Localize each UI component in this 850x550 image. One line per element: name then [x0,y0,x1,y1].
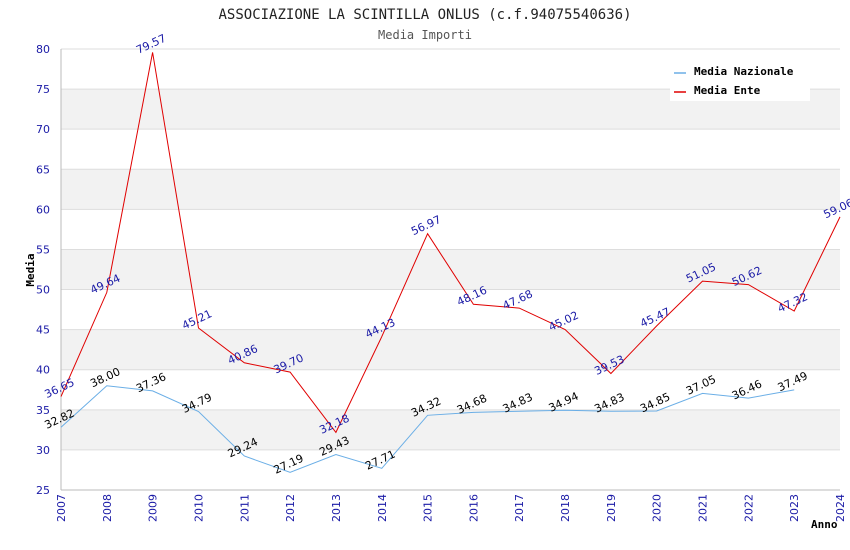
data-label-ente: 56.97 [409,213,443,238]
y-tick-label: 80 [36,43,50,56]
x-tick-label: 2011 [238,494,251,522]
data-label-ente: 47.32 [776,290,810,315]
x-tick-label: 2008 [101,494,114,522]
grid-band [61,409,840,450]
x-tick-label: 2007 [55,494,68,522]
y-tick-label: 35 [36,404,50,417]
data-label-nazionale: 27.71 [363,448,397,473]
x-tick-label: 2009 [147,494,160,522]
data-label-nazionale: 37.36 [134,370,168,395]
x-tick-label: 2021 [697,494,710,522]
x-tick-label: 2022 [742,494,755,522]
series-line-ente [60,52,841,434]
x-tick-label: 2019 [605,494,618,522]
legend-label-nazionale: Media Nazionale [694,65,794,78]
y-tick-label: 30 [36,444,50,457]
y-axis-title: Media [24,253,37,286]
x-tick-label: 2014 [376,494,389,522]
data-label-ente: 45.47 [638,305,672,330]
grid-lines [61,48,840,491]
series-line-nazionale [60,385,795,473]
data-label-nazionale: 27.19 [272,452,306,477]
y-tick-label: 25 [36,484,50,497]
x-tick-label: 2024 [834,494,847,522]
x-tick-labels: 2007 2008 2009 2010 2011 2012 2013 2014 2015 2016… [55,494,847,522]
y-tick-label: 60 [36,203,50,216]
x-axis-title: Anno [811,518,838,531]
y-tick-label: 40 [36,364,50,377]
x-tick-label: 2016 [467,494,480,522]
x-tick-label: 2018 [559,494,572,522]
y-tick-label: 75 [36,83,50,96]
legend: Media Nazionale Media Ente [670,61,810,101]
y-tick-label: 45 [36,324,50,337]
data-label-ente: 47.68 [501,287,535,312]
y-tick-label: 65 [36,163,50,176]
x-tick-label: 2015 [422,494,435,522]
x-tick-label: 2020 [651,494,664,522]
grid-band [61,329,840,370]
x-tick-label: 2012 [284,494,297,522]
grid-bands [61,89,840,450]
chart-subtitle: Media Importi [378,28,472,42]
series-group [60,52,841,473]
legend-label-ente: Media Ente [694,84,761,97]
data-label-nazionale: 36.46 [730,377,764,402]
chart-title: ASSOCIAZIONE LA SCINTILLA ONLUS (c.f.940… [218,7,631,23]
data-label-ente: 45.21 [180,307,214,332]
y-tick-label: 70 [36,123,50,136]
y-tick-label: 50 [36,284,50,297]
data-label-ente: 36.65 [42,376,76,401]
grid-band [61,169,840,210]
x-tick-label: 2010 [192,494,205,522]
x-tick-label: 2017 [513,494,526,522]
x-tick-label: 2023 [788,494,801,522]
legend-box [670,61,810,101]
y-tick-label: 55 [36,243,50,256]
y-tick-labels: 25 30 35 40 45 50 55 60 65 70 75 80 [36,43,50,497]
x-tick-label: 2013 [330,494,343,522]
data-label-ente: 79.57 [134,32,168,57]
